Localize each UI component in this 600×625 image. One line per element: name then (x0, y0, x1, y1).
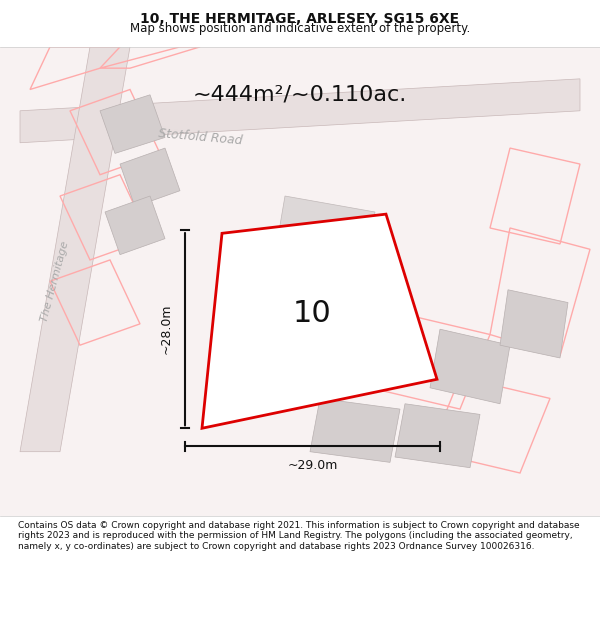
Polygon shape (100, 95, 165, 153)
Text: Map shows position and indicative extent of the property.: Map shows position and indicative extent… (130, 22, 470, 35)
Polygon shape (105, 196, 165, 254)
Polygon shape (430, 329, 510, 404)
Polygon shape (500, 290, 568, 358)
Text: 10, THE HERMITAGE, ARLESEY, SG15 6XE: 10, THE HERMITAGE, ARLESEY, SG15 6XE (140, 12, 460, 26)
Polygon shape (260, 254, 375, 351)
Polygon shape (20, 47, 130, 452)
Polygon shape (120, 148, 180, 207)
Text: Contains OS data © Crown copyright and database right 2021. This information is : Contains OS data © Crown copyright and d… (18, 521, 580, 551)
Text: ~444m²/~0.110ac.: ~444m²/~0.110ac. (193, 85, 407, 105)
Polygon shape (310, 399, 400, 462)
Text: The Hermitage: The Hermitage (40, 240, 71, 322)
Text: 10: 10 (292, 299, 331, 328)
Polygon shape (20, 79, 580, 142)
Text: ~29.0m: ~29.0m (287, 459, 338, 472)
Text: Stotfold Road: Stotfold Road (157, 127, 242, 148)
Polygon shape (275, 196, 375, 271)
Polygon shape (395, 404, 480, 468)
Polygon shape (202, 214, 437, 428)
Text: ~28.0m: ~28.0m (160, 304, 173, 354)
